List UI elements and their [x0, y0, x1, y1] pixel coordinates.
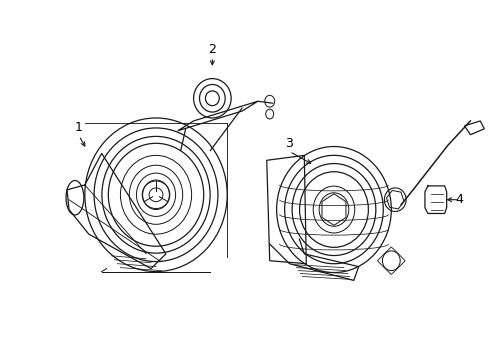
Text: 4: 4	[455, 193, 463, 206]
Text: 3: 3	[285, 137, 293, 150]
Text: 2: 2	[208, 42, 216, 55]
Text: 1: 1	[75, 121, 82, 134]
